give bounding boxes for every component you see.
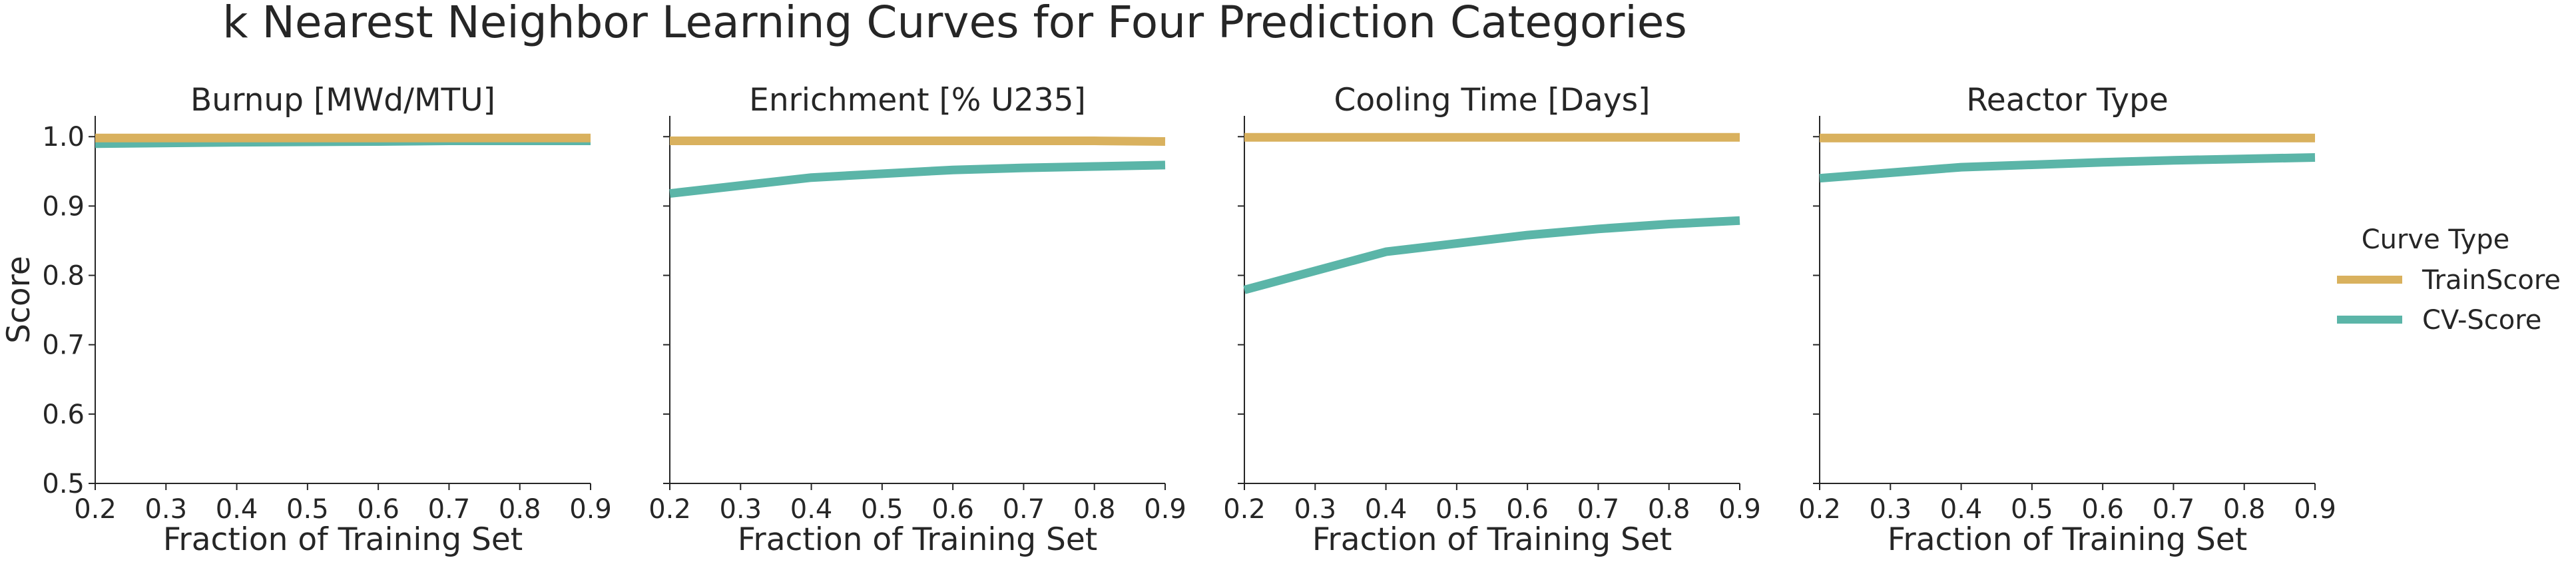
y-tick-label: 0.6 bbox=[42, 400, 85, 430]
x-tick-label: 0.3 bbox=[1294, 494, 1336, 525]
panel-title: Cooling Time [Days] bbox=[1334, 82, 1651, 119]
x-axis-label: Fraction of Training Set bbox=[1888, 521, 2247, 558]
x-axis-label: Fraction of Training Set bbox=[163, 521, 523, 558]
series-line-cv-score bbox=[1243, 216, 1740, 294]
x-tick-label: 0.9 bbox=[569, 494, 612, 525]
chart-panels: Burnup [MWd/MTU] 0.5 0.6 0.7 0.8 0.9 1.0 0.2 0.3… bbox=[1, 82, 2336, 558]
legend-label-cv-score: CV-Score bbox=[2422, 305, 2541, 336]
y-tick-label: 1.0 bbox=[42, 122, 85, 152]
series-line-trainscore bbox=[670, 137, 1166, 146]
y-axis-label: Score bbox=[1, 256, 37, 344]
x-tick-label: 0.7 bbox=[1003, 494, 1045, 525]
panel-title: Enrichment [% U235] bbox=[749, 82, 1086, 119]
x-tick-label: 0.2 bbox=[648, 494, 691, 525]
x-tick-label: 0.4 bbox=[790, 494, 833, 525]
x-tick-label: 0.8 bbox=[1073, 494, 1116, 525]
x-tick-label: 0.6 bbox=[2081, 494, 2124, 525]
x-tick-label: 0.8 bbox=[499, 494, 541, 525]
x-tick-label: 0.6 bbox=[357, 494, 399, 525]
x-tick-label: 0.7 bbox=[428, 494, 471, 525]
x-tick-label: 0.8 bbox=[1648, 494, 1690, 525]
panel-title: Reactor Type bbox=[1966, 82, 2169, 119]
x-axis-label: Fraction of Training Set bbox=[738, 521, 1097, 558]
x-tick-label: 0.4 bbox=[1940, 494, 1983, 525]
x-tick-label: 0.5 bbox=[286, 494, 329, 525]
panel-2: Enrichment [% U235] 0.2 0.3 0.4 0.5 0.6 0.7 0.8… bbox=[648, 82, 1186, 558]
x-tick-label: 0.3 bbox=[1869, 494, 1912, 525]
x-tick-label: 0.5 bbox=[1435, 494, 1478, 525]
x-tick-label: 0.9 bbox=[1718, 494, 1761, 525]
panel-1: Burnup [MWd/MTU] 0.5 0.6 0.7 0.8 0.9 1.0 0.2 0.3… bbox=[1, 82, 612, 558]
panel-4: Reactor Type 0.2 0.3 0.4 0.5 0.6 0.7 0.8 0.9 Frac… bbox=[1798, 82, 2336, 558]
x-tick-label: 0.6 bbox=[1506, 494, 1549, 525]
series-line-cv-score bbox=[1819, 153, 2316, 183]
figure-title: k Nearest Neighbor Learning Curves for F… bbox=[222, 0, 1686, 48]
x-tick-label: 0.9 bbox=[1144, 494, 1186, 525]
x-tick-label: 0.4 bbox=[216, 494, 258, 525]
x-tick-label: 0.5 bbox=[2011, 494, 2053, 525]
x-axis-label: Fraction of Training Set bbox=[1312, 521, 1672, 558]
x-tick-label: 0.8 bbox=[2223, 494, 2266, 525]
x-tick-label: 0.5 bbox=[861, 494, 903, 525]
x-tick-label: 0.6 bbox=[931, 494, 974, 525]
panel-title: Burnup [MWd/MTU] bbox=[190, 82, 495, 119]
legend-title: Curve Type bbox=[2362, 224, 2510, 255]
x-tick-label: 0.2 bbox=[1798, 494, 1841, 525]
legend: Curve Type TrainScore CV-Score bbox=[2337, 224, 2561, 336]
panel-3: Cooling Time [Days] 0.2 0.3 0.4 0.5 0.6 0.7 0.8… bbox=[1223, 82, 1761, 558]
x-tick-label: 0.2 bbox=[74, 494, 117, 525]
x-tick-label: 0.3 bbox=[719, 494, 762, 525]
x-tick-label: 0.2 bbox=[1223, 494, 1266, 525]
x-tick-label: 0.3 bbox=[144, 494, 187, 525]
x-tick-label: 0.7 bbox=[2153, 494, 2195, 525]
x-tick-label: 0.9 bbox=[2294, 494, 2336, 525]
y-tick-label: 0.9 bbox=[42, 191, 85, 222]
legend-label-trainscore: TrainScore bbox=[2422, 265, 2561, 296]
y-tick-label: 0.7 bbox=[42, 330, 85, 361]
series-line-cv-score bbox=[669, 160, 1166, 198]
x-tick-label: 0.4 bbox=[1365, 494, 1408, 525]
y-tick-label: 0.5 bbox=[42, 469, 85, 499]
y-tick-label: 0.8 bbox=[42, 261, 85, 292]
x-tick-label: 0.7 bbox=[1577, 494, 1620, 525]
